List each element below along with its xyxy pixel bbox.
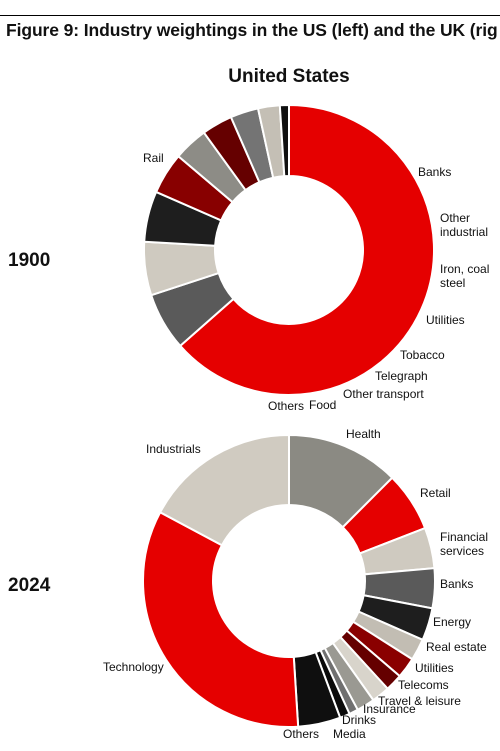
top-rule: [0, 15, 500, 16]
label-1900-other-industrial: Other industrial: [440, 211, 488, 239]
donut-2024: Health Retail Financial services Banks Energy…: [103, 427, 488, 741]
donut-1900: Rail Banks Other industrial Iron, coal steel U…: [143, 103, 489, 413]
label-2024-media: Media: [333, 727, 366, 741]
label-1900-tobacco: Tobacco: [400, 348, 445, 362]
slice-2024-industrials: [158, 433, 290, 547]
label-2024-banks: Banks: [440, 577, 473, 591]
figure-title: Figure 9: Industry weightings in the US …: [6, 20, 498, 40]
label-2024-health: Health: [346, 427, 381, 441]
label-1900-banks: Banks: [418, 165, 451, 179]
slice-1900-others: [278, 103, 290, 178]
label-1900-telegraph: Telegraph: [375, 369, 428, 383]
year-label-1900: 1900: [8, 250, 51, 271]
slice-1900-rail: [178, 103, 435, 396]
label-2024-financial-services: Financial services: [440, 530, 488, 558]
label-2024-travel-leisure: Travel & leisure: [378, 694, 461, 708]
label-1900-rail: Rail: [143, 151, 164, 165]
year-label-2024: 2024: [8, 575, 51, 596]
label-1900-utilities: Utilities: [426, 313, 465, 327]
label-2024-retail: Retail: [420, 486, 451, 500]
label-2024-others: Others: [283, 727, 319, 741]
label-1900-food: Food: [309, 398, 336, 412]
label-2024-drinks: Drinks: [342, 713, 376, 727]
label-2024-technology: Technology: [103, 660, 164, 674]
label-1900-iron-coal-steel: Iron, coal steel: [440, 262, 489, 290]
panel-title: United States: [228, 66, 350, 87]
label-2024-industrials: Industrials: [146, 442, 201, 456]
label-2024-energy: Energy: [433, 615, 471, 629]
label-2024-utilities: Utilities: [415, 661, 454, 675]
label-2024-insurance: Insurance: [363, 702, 416, 716]
label-1900-others: Others: [268, 399, 304, 413]
label-2024-real-estate: Real estate: [426, 640, 487, 654]
label-1900-other-transport: Other transport: [343, 387, 424, 401]
label-2024-telecoms: Telecoms: [398, 678, 449, 692]
slice-2024-technology: [142, 510, 300, 728]
